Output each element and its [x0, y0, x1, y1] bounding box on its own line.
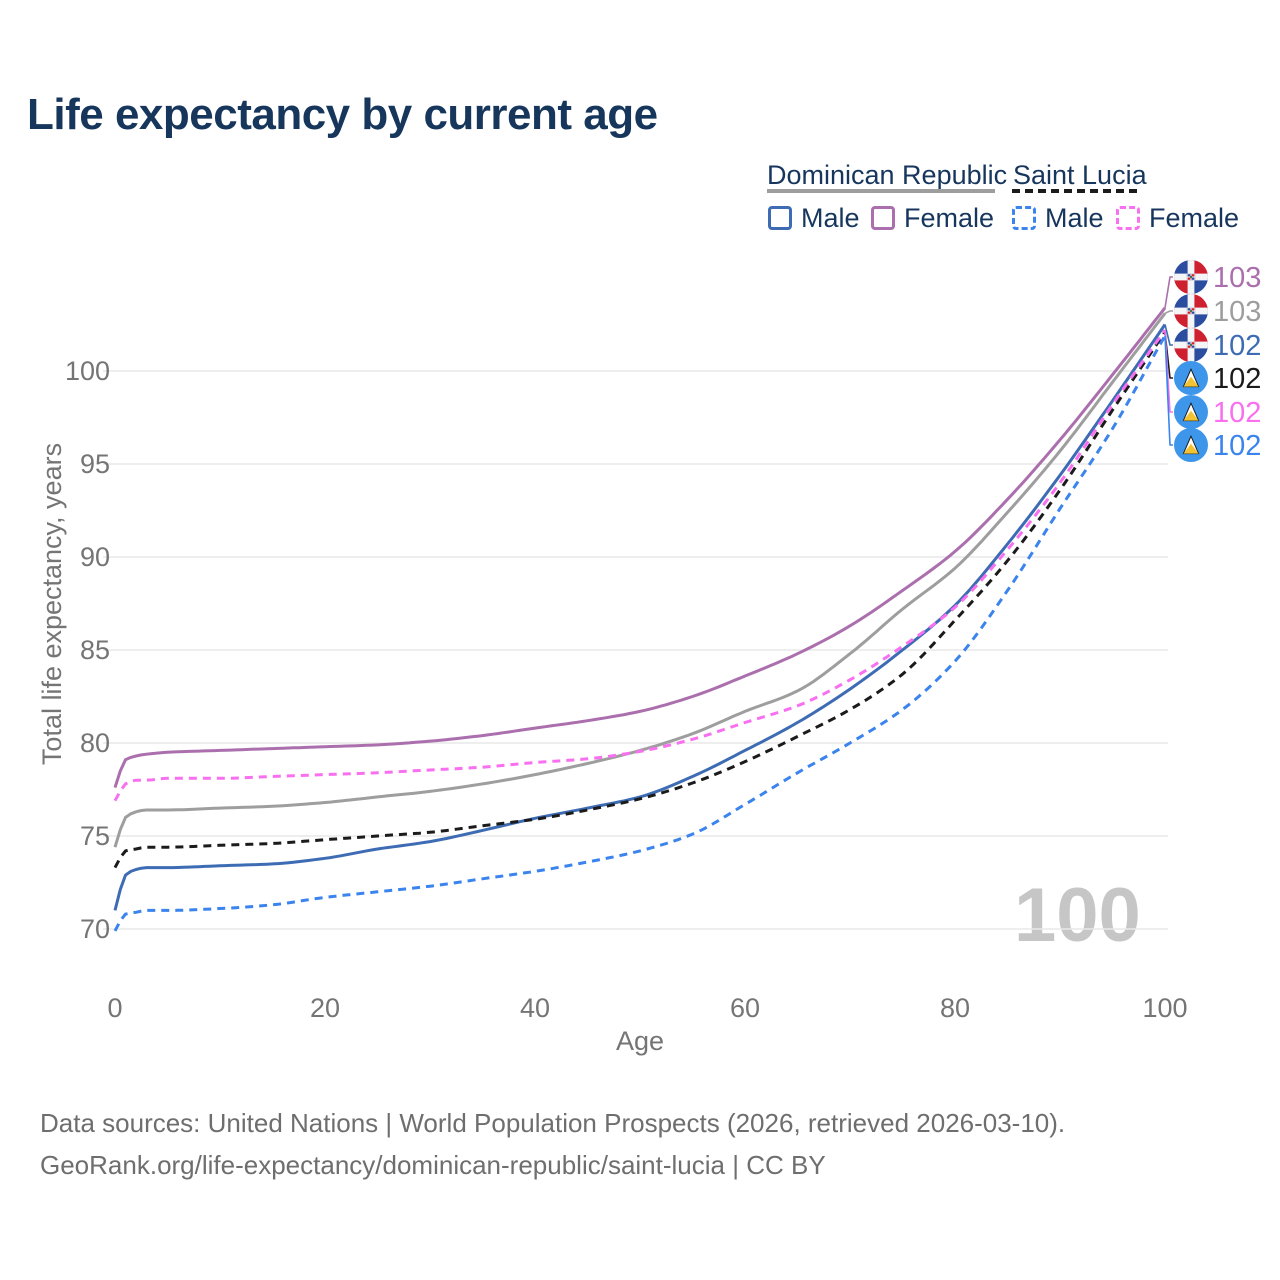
- end-value-label: 103: [1213, 296, 1261, 328]
- end-value-label: 102: [1213, 397, 1261, 429]
- y-axis-tick-label: 75: [79, 821, 110, 851]
- legend-underline-dashed: [1012, 189, 1139, 193]
- age-counter-watermark: 100: [1014, 873, 1141, 958]
- x-axis-tick-label: 100: [1142, 993, 1188, 1023]
- flag-icon-dominican-republic: [1174, 260, 1208, 294]
- legend-underline-solid: [767, 189, 995, 193]
- legend-swatch-sl-male: [1012, 206, 1036, 230]
- series-line-dominican-republic-female: [113, 306, 1167, 789]
- flag-icon-dominican-republic: [1174, 328, 1208, 362]
- legend-item-label: Female: [1149, 203, 1240, 233]
- legend-item-label: Male: [801, 203, 860, 233]
- legend-group-saint-lucia[interactable]: Saint Lucia: [1013, 160, 1147, 191]
- legend-item-sl-male[interactable]: Male: [1012, 203, 1104, 233]
- y-axis-tick-label: 85: [79, 635, 110, 665]
- legend-group-dominican-republic[interactable]: Dominican Republic: [767, 160, 1007, 191]
- end-value-label: 102: [1213, 430, 1261, 462]
- leader-line: [1164, 335, 1173, 446]
- end-value-label: 102: [1213, 330, 1261, 362]
- legend-item-label: Male: [1045, 203, 1104, 233]
- attribution-text: GeoRank.org/life-expectancy/dominican-re…: [40, 1150, 826, 1180]
- y-axis-tick-label: 100: [64, 356, 110, 386]
- end-value-label: 102: [1213, 363, 1261, 395]
- x-axis-tick-label: 80: [939, 993, 971, 1023]
- legend-item-dr-female[interactable]: Female: [871, 203, 995, 233]
- flag-icon-saint-lucia: [1174, 361, 1208, 395]
- x-axis-tick-label: 40: [519, 993, 551, 1023]
- legend-group-label: Dominican Republic: [767, 160, 1008, 190]
- leader-line: [1164, 324, 1173, 346]
- y-axis-tick-label: 70: [79, 914, 110, 944]
- y-axis-title: Total life expectancy, years: [37, 442, 67, 766]
- flag-icon-saint-lucia: [1174, 395, 1208, 429]
- legend-group-label: Saint Lucia: [1013, 160, 1147, 190]
- series-line-dominican-republic-both-sexes: [113, 312, 1167, 848]
- series-line-dominican-republic-male: [113, 323, 1167, 911]
- legend-swatch-dr-male: [768, 206, 792, 230]
- series-line-saint-lucia-female: [113, 329, 1167, 802]
- end-value-label: 103: [1213, 262, 1261, 294]
- flag-icon-dominican-republic: [1174, 294, 1208, 328]
- legend-item-dr-male[interactable]: Male: [768, 203, 860, 233]
- series-line-saint-lucia-both-sexes: [113, 331, 1167, 869]
- flag-icon-saint-lucia: [1174, 428, 1208, 462]
- y-axis-tick-label: 95: [79, 449, 110, 479]
- x-axis-title: Age: [615, 1026, 665, 1056]
- page-title: Life expectancy by current age: [27, 90, 658, 139]
- x-axis-tick-label: 20: [309, 993, 341, 1023]
- y-axis-tick-label: 80: [79, 728, 110, 758]
- series-line-saint-lucia-male: [113, 334, 1167, 932]
- legend-swatch-dr-female: [871, 206, 895, 230]
- leader-line: [1164, 276, 1173, 308]
- legend-item-label: Female: [904, 203, 995, 233]
- legend-swatch-sl-female: [1116, 206, 1140, 230]
- data-sources-text: Data sources: United Nations | World Pop…: [40, 1108, 1066, 1138]
- x-axis-tick-label: 0: [107, 993, 123, 1023]
- legend-item-sl-female[interactable]: Female: [1116, 203, 1240, 233]
- y-axis-tick-label: 90: [79, 542, 110, 572]
- x-axis-tick-label: 60: [729, 993, 761, 1023]
- leader-line: [1164, 310, 1173, 315]
